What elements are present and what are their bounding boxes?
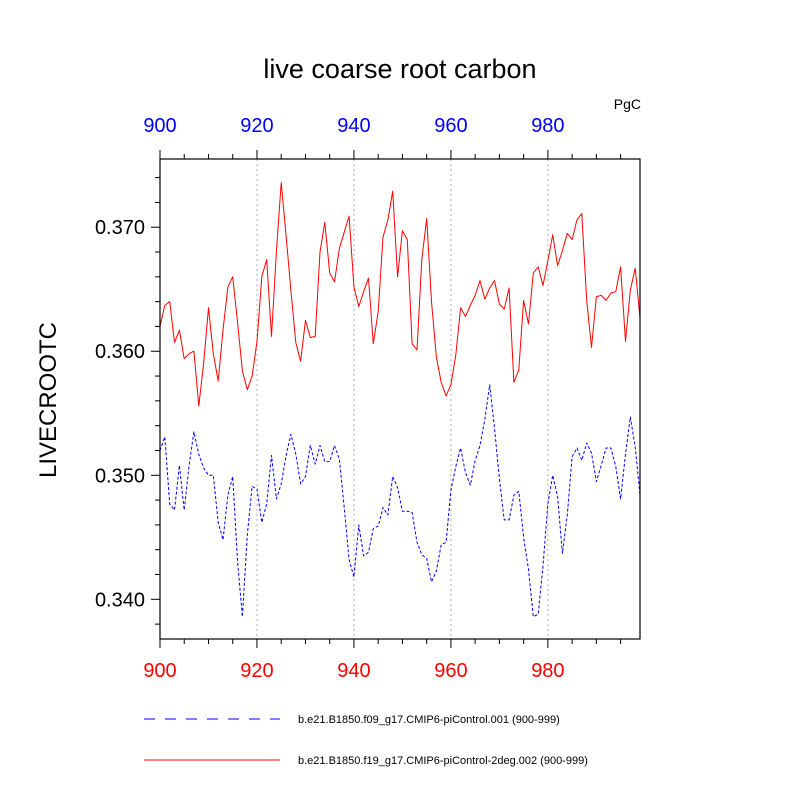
x-tick-label-top: 980 — [531, 115, 564, 137]
y-tick-label: 0.350 — [95, 465, 145, 487]
series-line-2 — [159, 182, 641, 407]
x-tick-label-bottom: 900 — [143, 660, 176, 682]
legend-entry-2: b.e21.B1850.f19_g17.CMIP6-piControl-2deg… — [298, 755, 588, 767]
y-tick-label: 0.360 — [95, 341, 145, 363]
chart-title: live coarse root carbon — [263, 54, 536, 84]
x-tick-label-top: 920 — [240, 115, 273, 137]
x-tick-label-bottom: 980 — [531, 660, 564, 682]
x-tick-label-top: 900 — [143, 115, 176, 137]
x-tick-label-top: 960 — [434, 115, 467, 137]
legend-entry-1: b.e21.B1850.f09_g17.CMIP6-piControl.001 … — [298, 714, 560, 726]
y-axis-label: LIVECROOTC — [35, 322, 62, 478]
units-label: PgC — [614, 96, 641, 112]
x-tick-label-bottom: 940 — [337, 660, 370, 682]
x-tick-label-top: 940 — [337, 115, 370, 137]
y-tick-label: 0.340 — [95, 589, 145, 611]
x-tick-label-bottom: 920 — [240, 660, 273, 682]
x-tick-label-bottom: 960 — [434, 660, 467, 682]
y-tick-label: 0.370 — [95, 217, 145, 239]
series-line-1 — [159, 384, 641, 618]
plot-frame — [159, 158, 641, 640]
